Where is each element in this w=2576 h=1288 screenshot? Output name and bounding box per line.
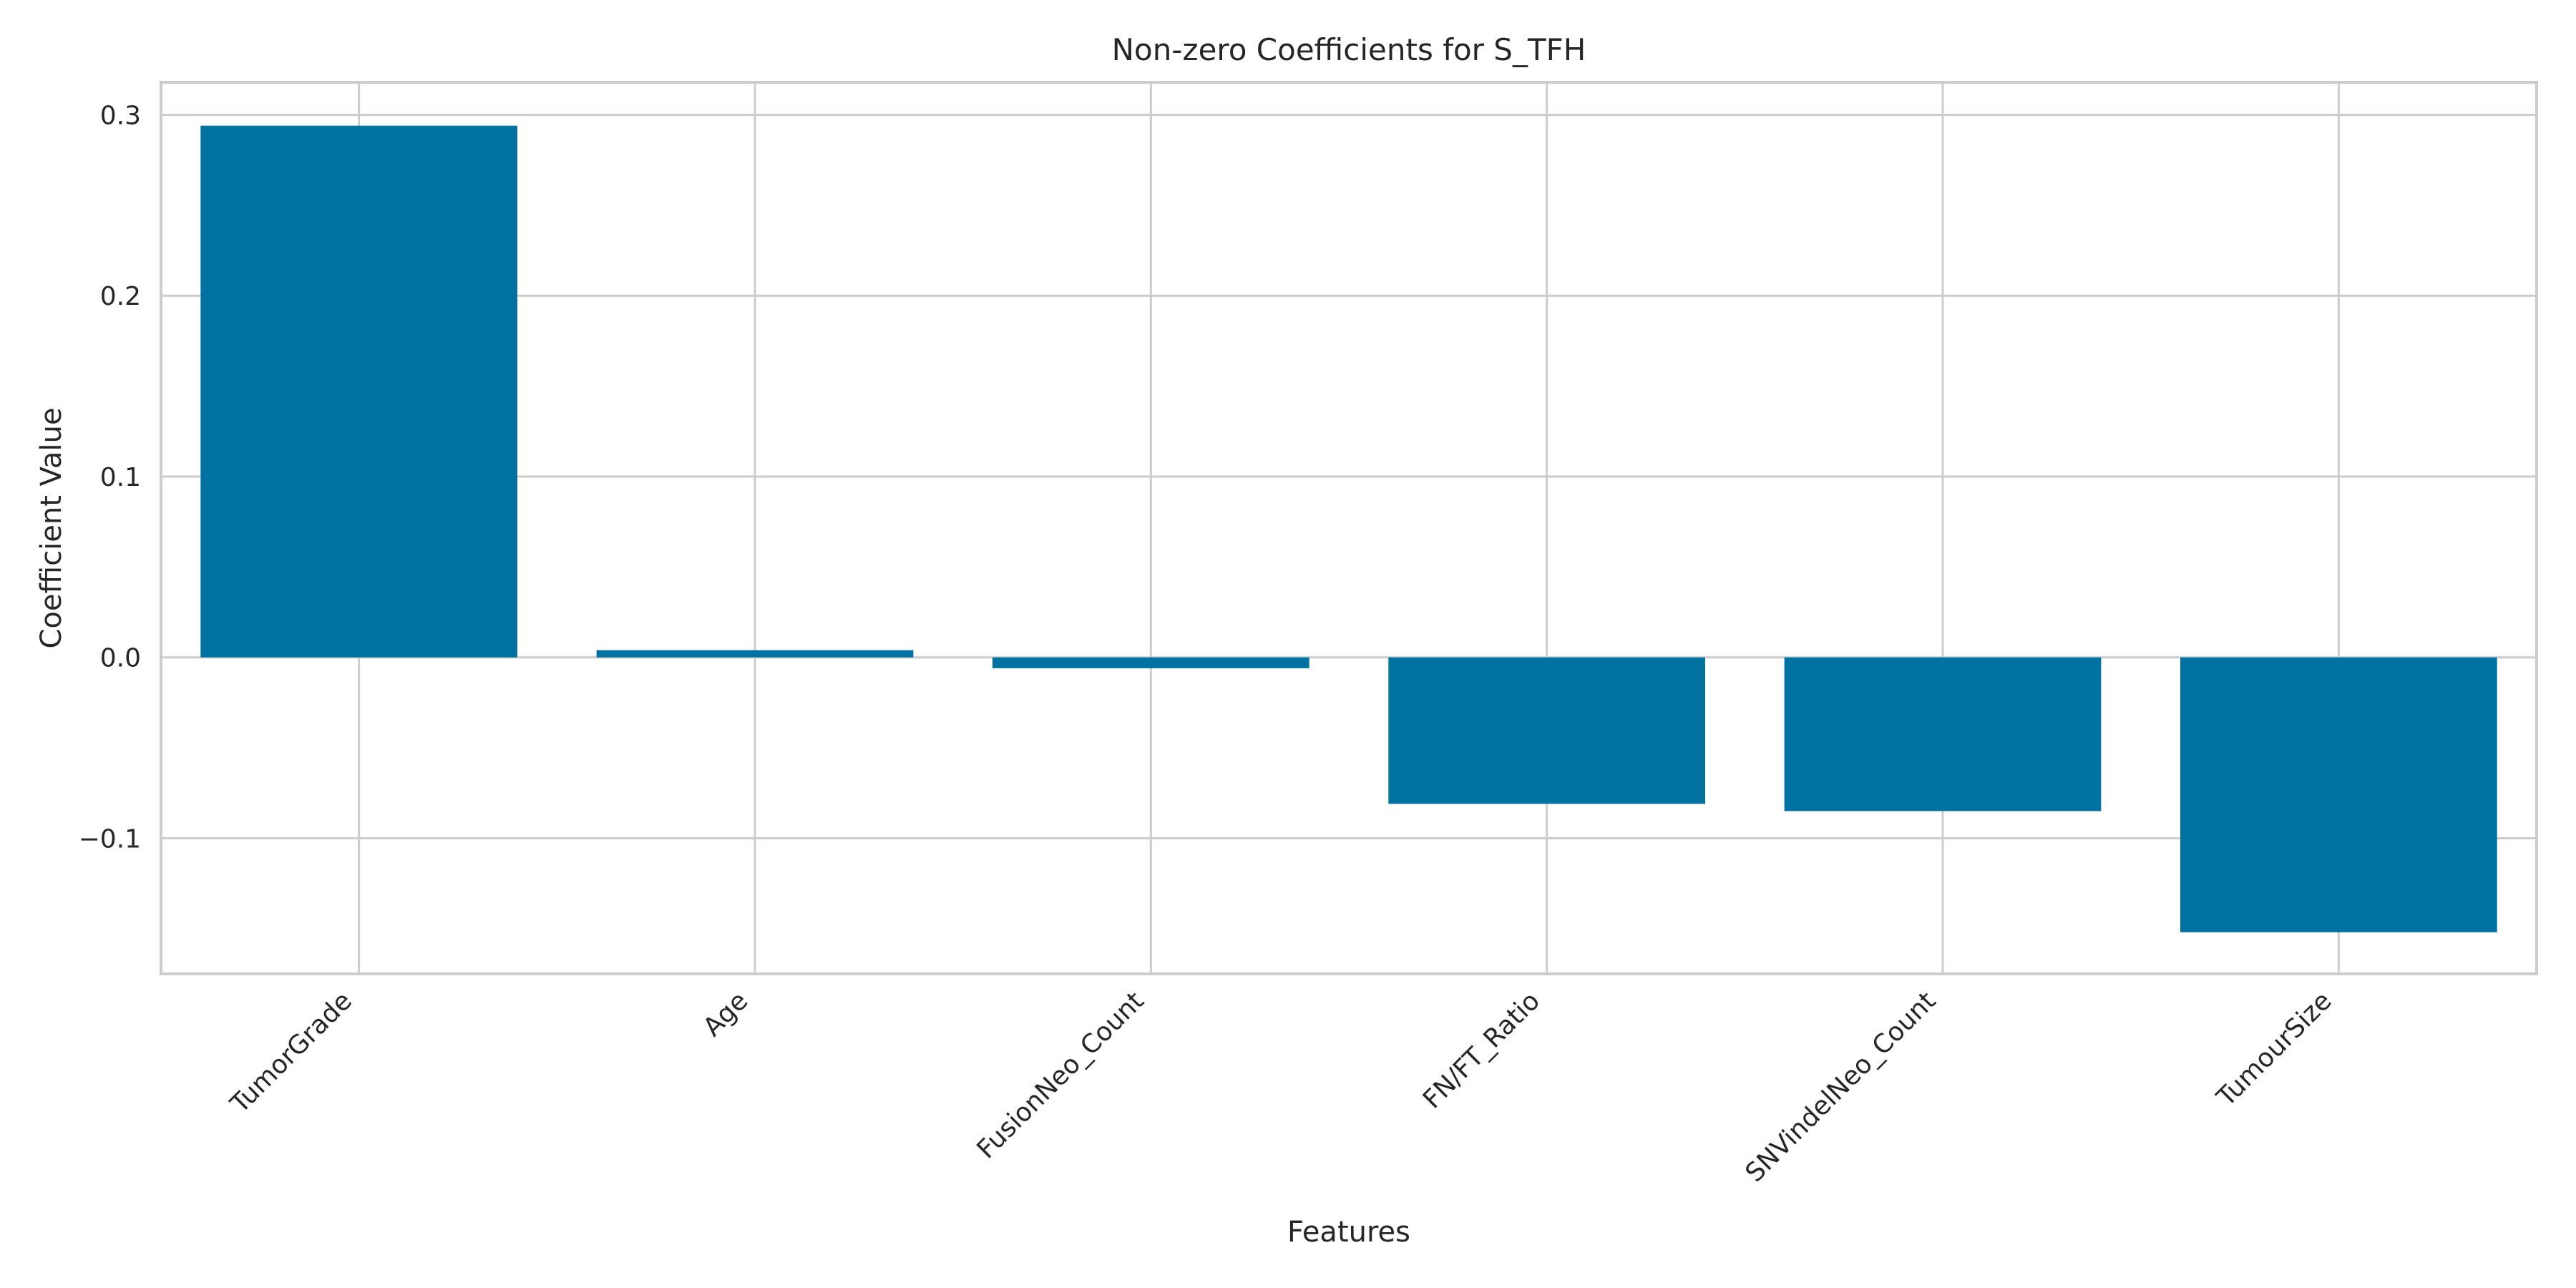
y-tick-label: 0.2 — [100, 282, 141, 311]
x-tick-labels: TumorGrade Age FusionNeo_Count FN/FT_Ratio S… — [225, 986, 2338, 1188]
bars-layer — [200, 125, 2497, 932]
bar-tumoursize — [2180, 657, 2497, 932]
y-tick-label: 0.3 — [100, 101, 141, 130]
x-tick-label: Age — [698, 986, 753, 1042]
y-tick-labels: −0.1 0.0 0.1 0.2 0.3 — [79, 101, 141, 854]
x-axis-label: Features — [1287, 1216, 1410, 1249]
bar-fusionneo-count — [992, 657, 1309, 668]
bar-snvindelneo-count — [1784, 657, 2102, 811]
x-tick-label: FusionNeo_Count — [972, 986, 1150, 1164]
x-tick-label: TumourSize — [2211, 986, 2338, 1113]
bar-age — [596, 650, 914, 658]
bar-fn-ft-ratio — [1388, 657, 1705, 804]
chart-title: Non-zero Coefficients for S_TFH — [1112, 32, 1586, 67]
x-tick-label: FN/FT_Ratio — [1418, 986, 1546, 1114]
y-axis-label: Coefficient Value — [35, 408, 68, 649]
x-tick-label: SNVindelNeo_Count — [1740, 986, 1942, 1188]
plot-frame — [160, 81, 2538, 975]
y-tick-label: 0.1 — [100, 463, 141, 492]
x-tick-label: TumorGrade — [225, 986, 358, 1119]
y-tick-label: 0.0 — [100, 644, 141, 673]
y-tick-label: −0.1 — [79, 824, 141, 854]
bar-tumorgrade — [200, 125, 517, 658]
